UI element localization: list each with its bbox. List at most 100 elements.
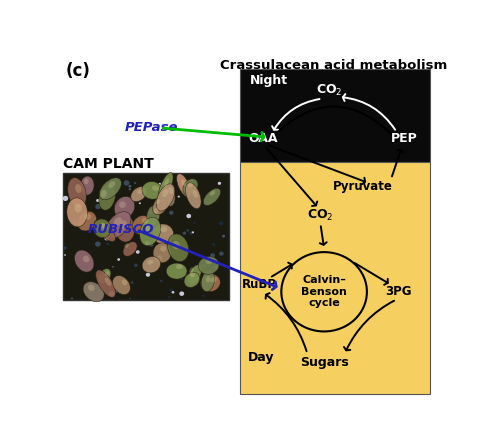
Circle shape xyxy=(131,281,133,284)
Circle shape xyxy=(180,291,184,296)
Circle shape xyxy=(190,180,192,182)
Ellipse shape xyxy=(132,215,152,234)
Ellipse shape xyxy=(185,183,201,209)
Circle shape xyxy=(169,241,172,243)
Ellipse shape xyxy=(114,197,135,219)
Ellipse shape xyxy=(152,224,174,244)
Ellipse shape xyxy=(161,181,175,206)
Circle shape xyxy=(219,251,224,256)
Bar xyxy=(63,173,228,301)
Circle shape xyxy=(64,254,66,256)
Circle shape xyxy=(108,235,112,239)
Circle shape xyxy=(124,180,130,185)
Ellipse shape xyxy=(80,176,94,195)
Ellipse shape xyxy=(105,278,111,286)
Ellipse shape xyxy=(68,178,86,208)
Ellipse shape xyxy=(140,217,161,246)
Circle shape xyxy=(124,215,129,220)
Circle shape xyxy=(129,185,132,188)
Circle shape xyxy=(149,211,153,214)
Circle shape xyxy=(115,290,118,293)
Ellipse shape xyxy=(142,181,163,199)
Ellipse shape xyxy=(168,187,173,194)
Circle shape xyxy=(139,202,141,204)
Ellipse shape xyxy=(153,198,167,215)
Ellipse shape xyxy=(83,282,104,302)
Ellipse shape xyxy=(188,182,193,188)
Circle shape xyxy=(149,242,154,246)
Circle shape xyxy=(74,203,78,206)
Ellipse shape xyxy=(78,211,96,231)
Ellipse shape xyxy=(85,214,91,220)
Circle shape xyxy=(117,258,120,261)
Ellipse shape xyxy=(147,259,154,265)
Circle shape xyxy=(178,196,180,198)
Ellipse shape xyxy=(142,257,160,273)
Circle shape xyxy=(152,193,154,195)
Ellipse shape xyxy=(96,270,116,297)
Text: PEPase: PEPase xyxy=(125,121,179,134)
Ellipse shape xyxy=(210,277,217,283)
Ellipse shape xyxy=(83,255,89,263)
Circle shape xyxy=(71,297,73,300)
Ellipse shape xyxy=(190,272,195,277)
Ellipse shape xyxy=(184,272,200,288)
Ellipse shape xyxy=(201,271,215,292)
Circle shape xyxy=(145,241,150,246)
Ellipse shape xyxy=(153,243,171,263)
Text: Sugars: Sugars xyxy=(300,356,348,369)
Circle shape xyxy=(119,199,122,202)
Ellipse shape xyxy=(168,234,189,262)
Circle shape xyxy=(205,276,210,281)
Circle shape xyxy=(62,196,68,201)
Circle shape xyxy=(77,221,80,224)
Ellipse shape xyxy=(166,263,187,279)
Ellipse shape xyxy=(131,187,147,202)
Ellipse shape xyxy=(121,280,127,285)
Ellipse shape xyxy=(74,204,82,213)
Ellipse shape xyxy=(154,208,158,214)
Circle shape xyxy=(107,242,109,246)
Circle shape xyxy=(214,266,218,269)
Ellipse shape xyxy=(142,218,148,224)
Circle shape xyxy=(129,188,131,190)
Text: Calvin–
Benson
cycle: Calvin– Benson cycle xyxy=(301,275,347,308)
Circle shape xyxy=(186,214,191,218)
Ellipse shape xyxy=(201,274,220,292)
Circle shape xyxy=(192,231,194,233)
Text: Night: Night xyxy=(250,74,288,87)
Circle shape xyxy=(152,221,156,225)
Circle shape xyxy=(213,282,216,284)
Circle shape xyxy=(104,236,109,241)
Ellipse shape xyxy=(160,246,167,252)
Circle shape xyxy=(134,182,136,184)
Ellipse shape xyxy=(181,179,186,186)
Ellipse shape xyxy=(198,256,219,274)
Text: Crassulacean acid metabolism: Crassulacean acid metabolism xyxy=(220,59,447,72)
Ellipse shape xyxy=(205,258,213,264)
Ellipse shape xyxy=(210,190,216,196)
Circle shape xyxy=(202,263,205,267)
Circle shape xyxy=(79,204,83,207)
Ellipse shape xyxy=(94,220,116,241)
Circle shape xyxy=(169,199,175,205)
Circle shape xyxy=(219,221,223,225)
Circle shape xyxy=(107,186,111,189)
Ellipse shape xyxy=(143,225,150,234)
Circle shape xyxy=(190,232,193,234)
Circle shape xyxy=(95,204,101,209)
Circle shape xyxy=(108,291,115,297)
Circle shape xyxy=(168,296,171,299)
Bar xyxy=(240,69,430,163)
Circle shape xyxy=(171,291,174,293)
Ellipse shape xyxy=(155,199,160,204)
Text: CAM PLANT: CAM PLANT xyxy=(63,157,154,171)
Circle shape xyxy=(188,194,190,196)
Ellipse shape xyxy=(108,181,115,188)
Circle shape xyxy=(134,263,138,267)
Ellipse shape xyxy=(123,242,137,256)
Text: (c): (c) xyxy=(66,62,90,80)
Ellipse shape xyxy=(114,217,122,225)
Circle shape xyxy=(72,219,77,224)
Circle shape xyxy=(186,229,189,232)
